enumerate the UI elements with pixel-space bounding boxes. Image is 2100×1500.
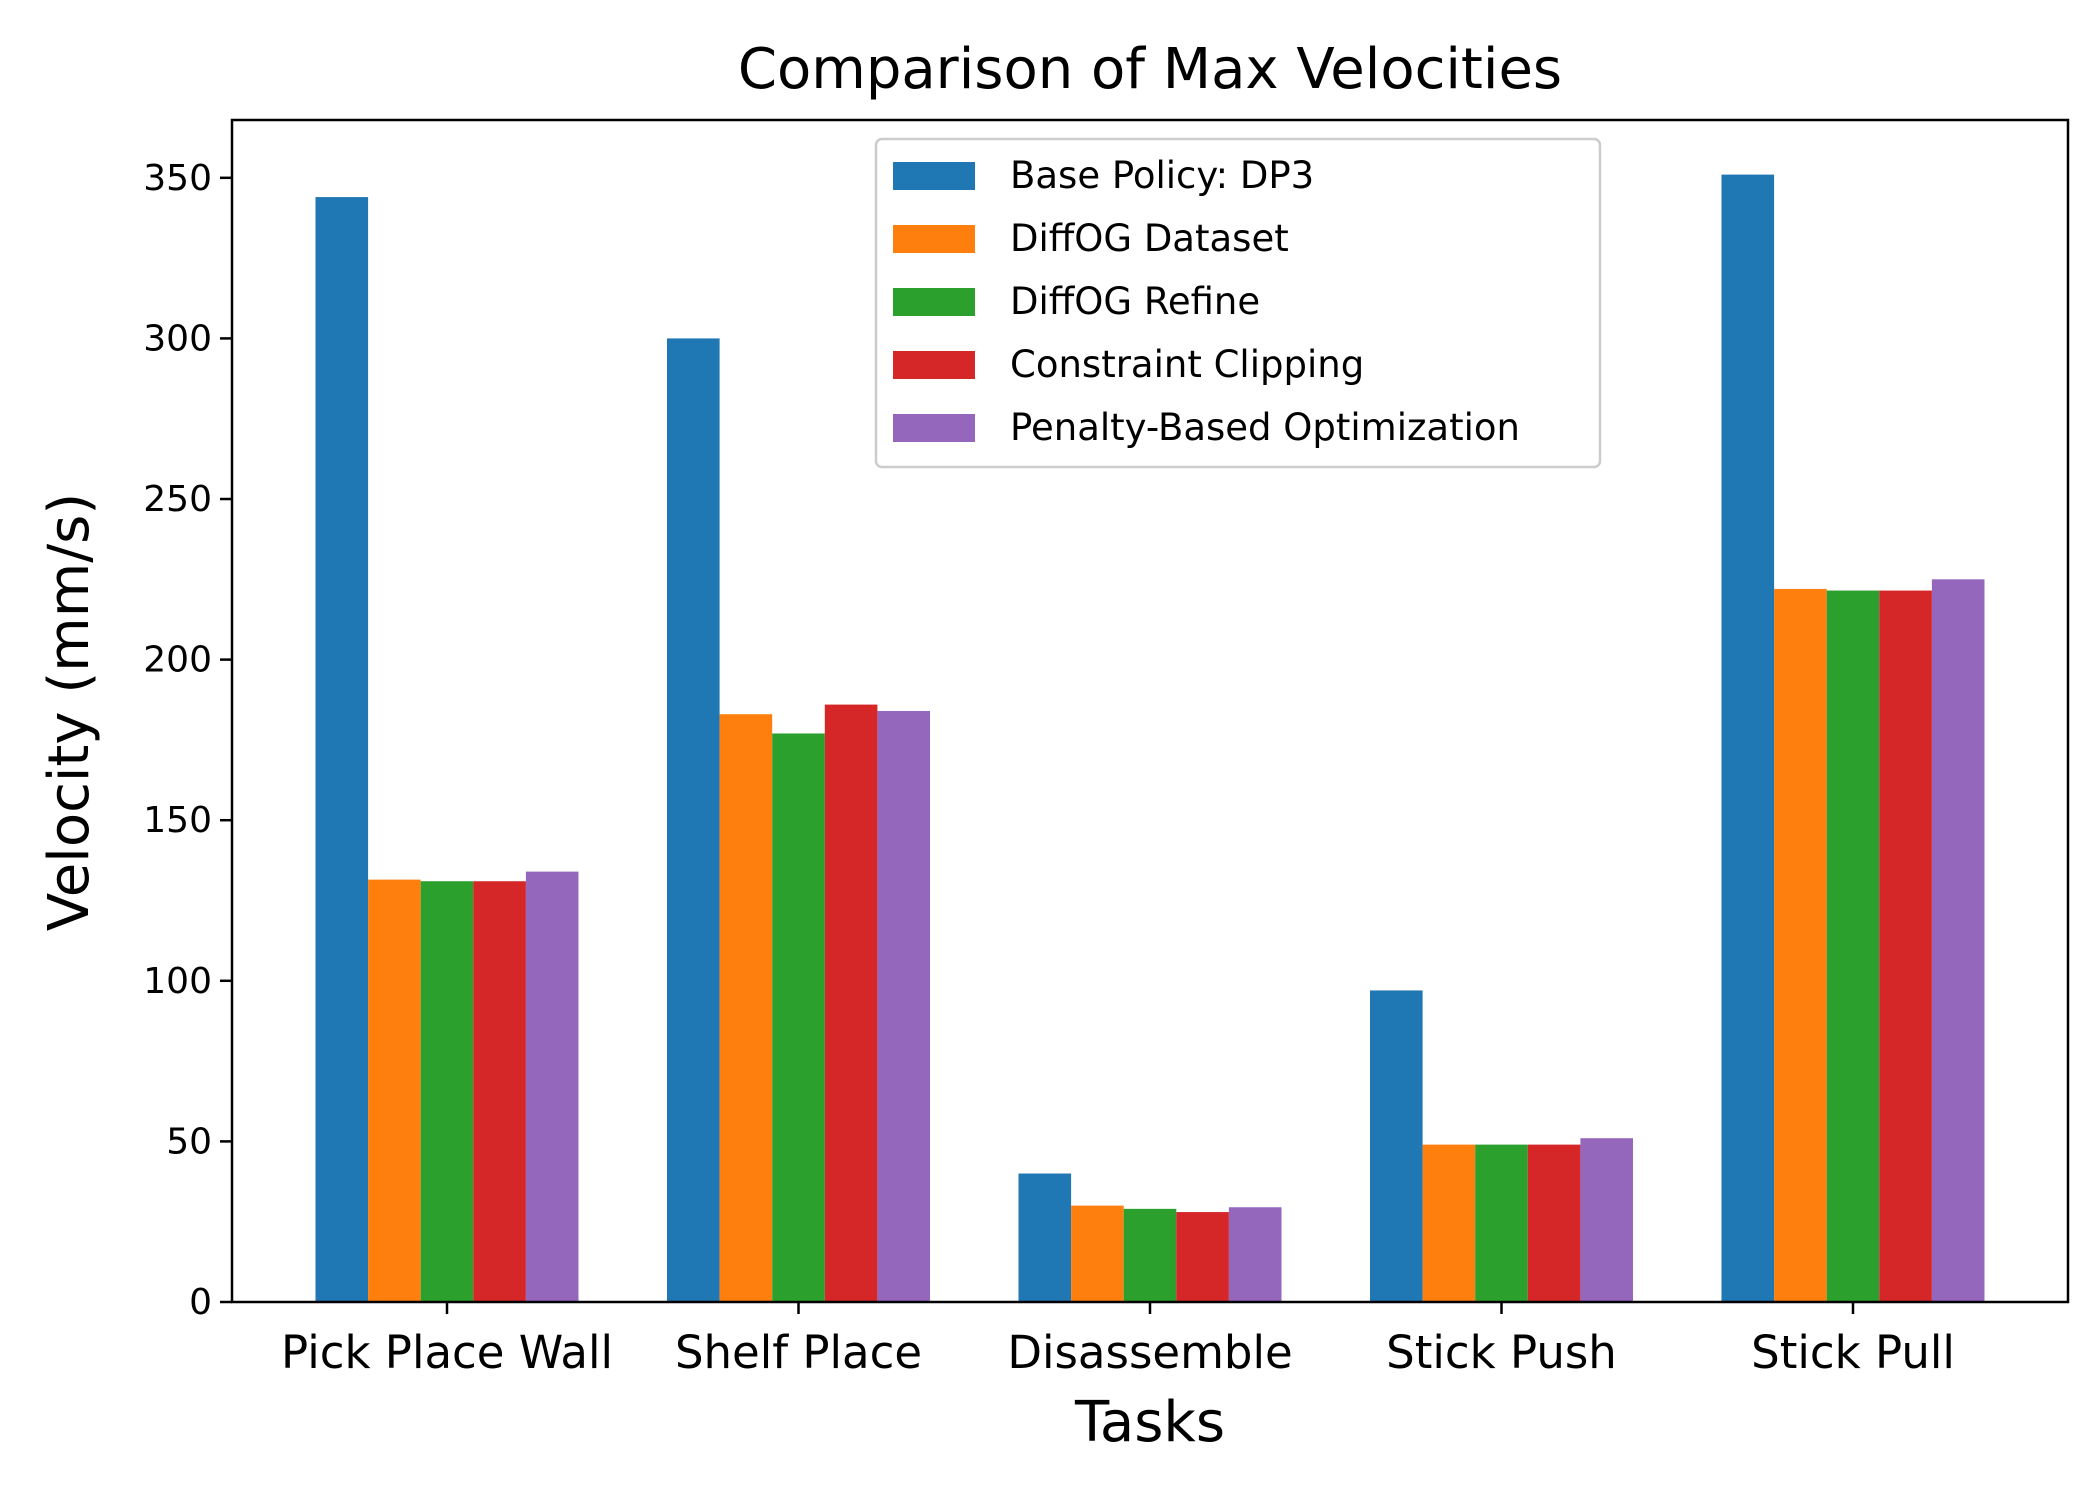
bar-penalty-based-optimization-3 (1580, 1138, 1633, 1302)
legend-label: Constraint Clipping (1010, 343, 1364, 386)
bar-diffog-dataset-1 (719, 714, 773, 1302)
bar-diffog-refine-4 (1826, 590, 1880, 1302)
bar-diffog-dataset-4 (1774, 588, 1827, 1302)
bar-diffog-refine-2 (1123, 1208, 1177, 1302)
bar-base-policy-dp3-0 (315, 197, 369, 1303)
bar-diffog-refine-3 (1475, 1144, 1528, 1302)
legend-swatch (893, 414, 975, 442)
x-tick-label: Disassemble (1007, 1326, 1292, 1379)
y-tick-label: 0 (189, 1282, 212, 1323)
bar-constraint-clipping-4 (1879, 590, 1932, 1302)
bar-penalty-based-optimization-4 (1931, 579, 1985, 1302)
bars-group (315, 174, 1985, 1303)
y-tick-label: 300 (143, 318, 212, 359)
bar-constraint-clipping-2 (1176, 1212, 1229, 1302)
bar-penalty-based-optimization-0 (525, 871, 579, 1302)
x-axis-label: Tasks (1074, 1390, 1225, 1455)
bar-constraint-clipping-0 (473, 881, 526, 1302)
x-tick-label: Stick Push (1386, 1326, 1617, 1379)
bar-base-policy-dp3-3 (1370, 990, 1423, 1302)
legend-box (874, 137, 1602, 469)
legend-label: DiffOG Refine (1010, 280, 1260, 323)
y-tick-label: 150 (143, 800, 212, 841)
bar-penalty-based-optimization-1 (877, 711, 930, 1302)
bar-diffog-refine-1 (772, 733, 825, 1302)
bar-constraint-clipping-3 (1527, 1144, 1581, 1302)
bar-base-policy-dp3-4 (1721, 174, 1775, 1302)
bar-base-policy-dp3-2 (1018, 1173, 1072, 1302)
bar-diffog-dataset-3 (1422, 1144, 1476, 1302)
legend-swatch (893, 288, 975, 316)
bar-base-policy-dp3-1 (667, 338, 720, 1302)
y-tick-label: 350 (143, 158, 212, 199)
legend-label: Base Policy: DP3 (1010, 154, 1314, 197)
bar-penalty-based-optimization-2 (1228, 1207, 1282, 1302)
legend-label: Penalty-Based Optimization (1010, 406, 1520, 449)
legend: Base Policy: DP3 DiffOG Dataset DiffOG Ref… (874, 137, 1602, 469)
x-tick-label: Shelf Place (675, 1326, 922, 1379)
bar-constraint-clipping-1 (824, 704, 878, 1302)
x-tick-label: Pick Place Wall (281, 1326, 613, 1379)
bar-diffog-refine-0 (420, 881, 474, 1302)
bar-diffog-dataset-2 (1071, 1205, 1124, 1302)
y-axis: 0 50 100 150 200 250 300 350 (143, 158, 232, 1323)
chart-title: Comparison of Max Velocities (738, 37, 1562, 102)
bar-diffog-dataset-0 (368, 879, 421, 1302)
legend-swatch (893, 351, 975, 379)
y-tick-label: 50 (166, 1121, 212, 1162)
y-tick-label: 250 (143, 479, 212, 520)
legend-label: DiffOG Dataset (1010, 217, 1289, 260)
legend-swatch (893, 225, 975, 253)
x-tick-label: Stick Pull (1751, 1326, 1955, 1379)
y-tick-label: 100 (143, 961, 212, 1002)
legend-swatch (893, 162, 975, 190)
y-tick-label: 200 (143, 640, 212, 681)
x-axis: Pick Place Wall Shelf Place Disassemble Sti… (281, 1302, 1955, 1379)
y-axis-label: Velocity (mm/s) (37, 493, 102, 931)
